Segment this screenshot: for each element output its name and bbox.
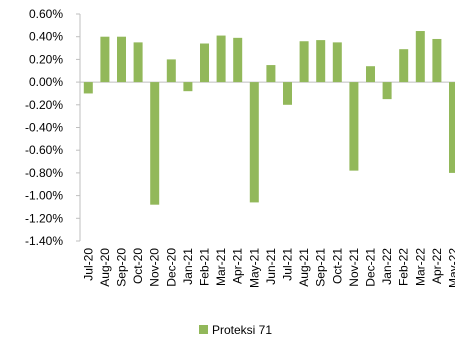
y-tick-label: 0.00% [29,75,63,89]
y-tick-label: -1.40% [25,234,63,248]
x-tick-label: Jan-21 [181,248,195,285]
bar-jan-22 [383,82,392,99]
y-tick-label: -0.80% [25,166,63,180]
legend-swatch [199,325,208,334]
y-tick-label: 0.20% [29,52,63,66]
bar-oct-20 [134,42,143,82]
x-tick-label: Apr-22 [430,248,444,284]
x-tick-label: Sep-20 [115,248,129,287]
bar-series [84,31,455,205]
x-tick-label: Nov-20 [148,248,162,287]
x-tick-label: Apr-21 [231,248,245,284]
x-tick-label: Mar-21 [214,248,228,286]
bar-jul-21 [283,82,292,105]
x-tick-label: Aug-20 [98,248,112,287]
x-tick-label: Jan-22 [380,248,394,285]
x-tick-label: Aug-21 [297,248,311,287]
x-tick-label: Dec-21 [364,248,378,287]
bar-mar-22 [416,31,425,82]
bar-apr-22 [432,39,441,82]
bar-feb-21 [200,44,209,83]
bar-apr-21 [233,38,242,82]
bar-aug-21 [300,41,309,82]
bar-dec-20 [167,59,176,82]
bar-nov-21 [349,82,358,171]
bar-sep-21 [316,40,325,82]
y-tick-label: -0.20% [25,98,63,112]
bar-jun-21 [266,65,275,82]
bar-jan-21 [183,82,192,91]
y-tick-label: -0.60% [25,143,63,157]
y-tick-label: 0.60% [29,7,63,21]
y-tick-label: -1.20% [25,211,63,225]
y-tick-label: 0.40% [29,30,63,44]
bar-oct-21 [333,42,342,82]
x-tick-label: Mar-22 [413,248,427,286]
bar-nov-20 [150,82,159,205]
x-tick-label: Jul-20 [81,248,95,281]
x-tick-label: Oct-20 [131,248,145,284]
legend: Proteksi 71 [199,323,272,337]
y-tick-label: -0.40% [25,121,63,135]
x-tick-label: Feb-21 [198,248,212,286]
bar-sep-20 [117,37,126,82]
bar-dec-21 [366,66,375,82]
x-tick-label: May-21 [247,248,261,288]
bar-may-22 [449,82,455,173]
x-tick-label: Jun-21 [264,248,278,285]
x-tick-label: Dec-20 [164,248,178,287]
bar-may-21 [250,82,259,202]
bar-mar-21 [217,36,226,83]
x-tick-label: Jul-21 [281,248,295,281]
bar-feb-22 [399,49,408,82]
x-tick-label: May-22 [447,248,455,288]
y-tick-label: -1.00% [25,189,63,203]
x-tick-label: Sep-21 [314,248,328,287]
bar-aug-20 [100,37,109,82]
x-tick-label: Feb-22 [397,248,411,286]
bar-jul-20 [84,82,93,93]
x-tick-label: Nov-21 [347,248,361,287]
legend-label: Proteksi 71 [212,323,272,337]
x-tick-label: Oct-21 [330,248,344,284]
